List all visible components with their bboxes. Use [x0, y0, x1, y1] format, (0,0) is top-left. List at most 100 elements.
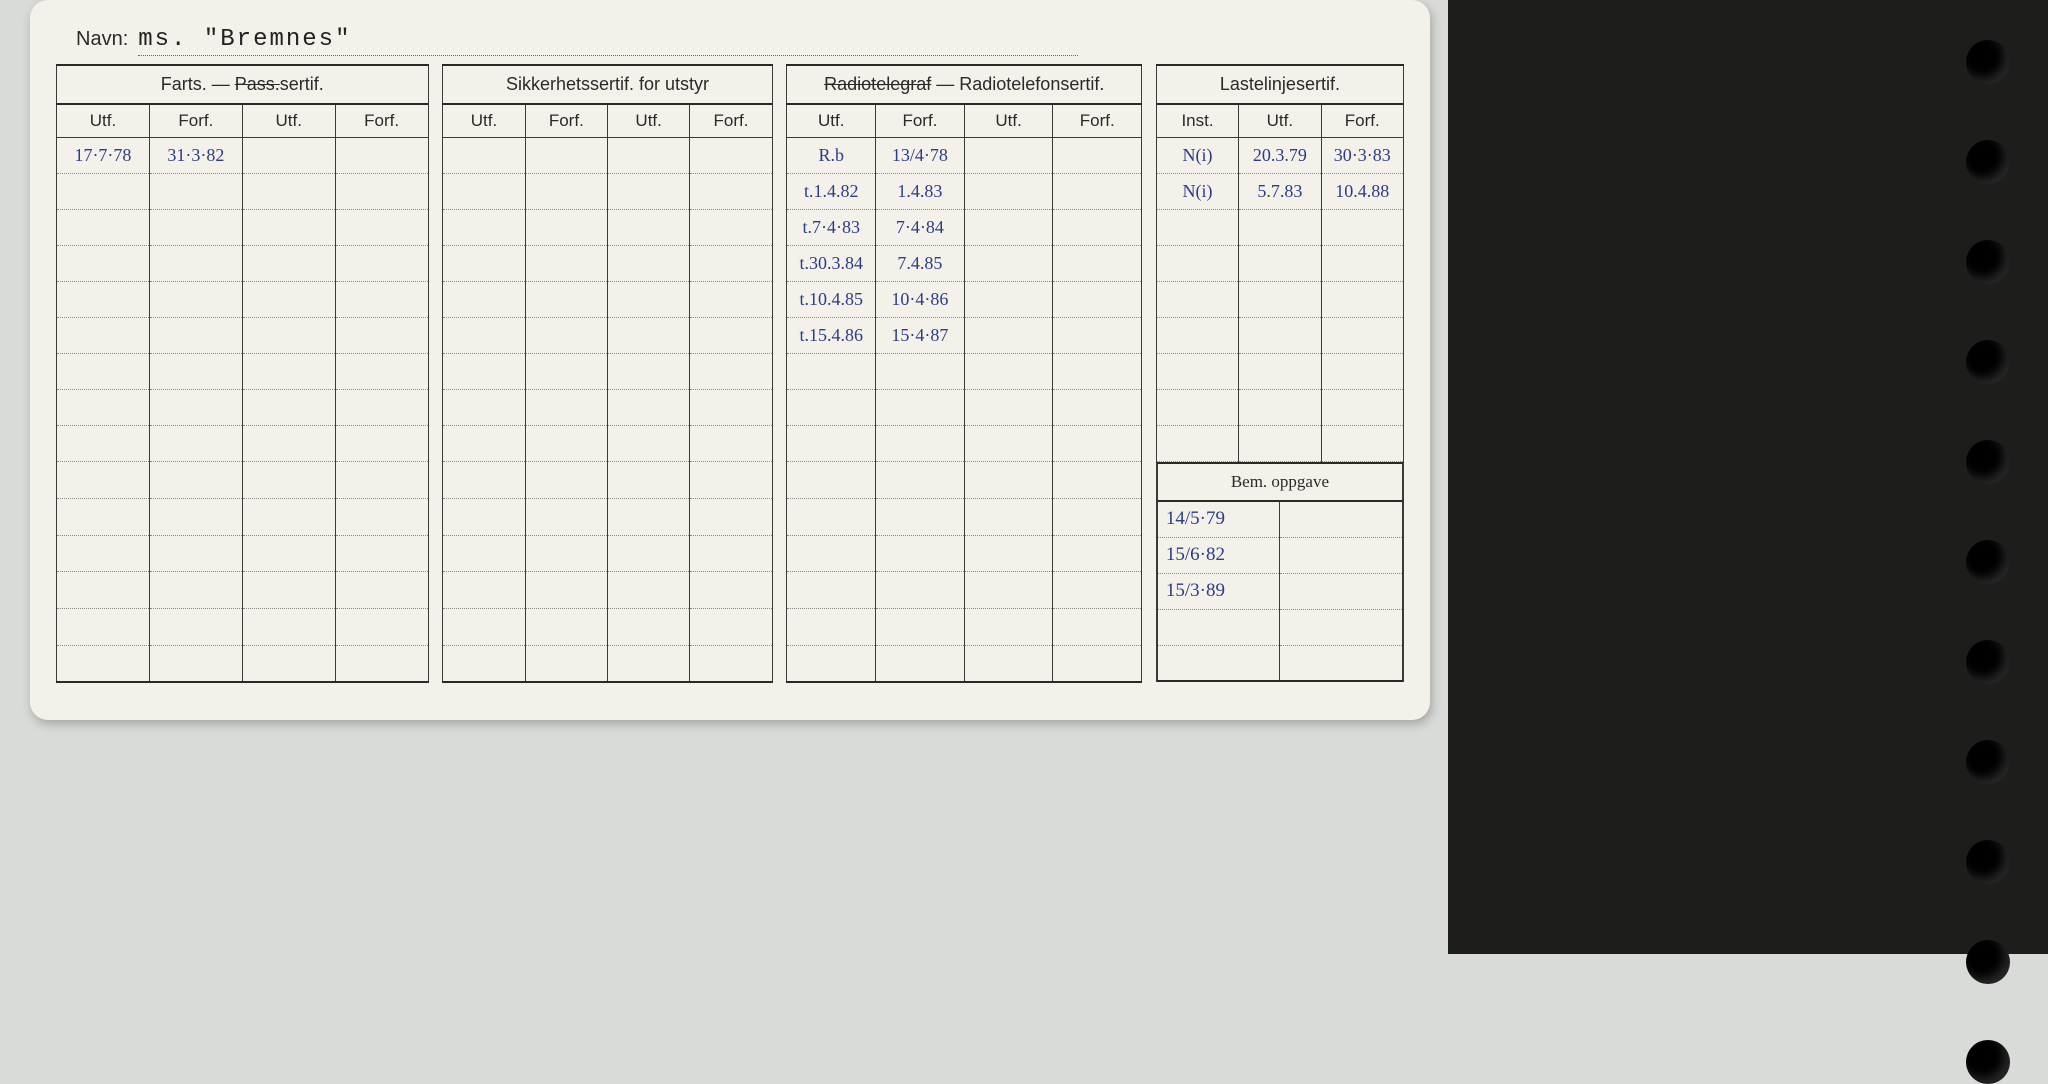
binder-hole [1966, 640, 2010, 684]
bem-row: 15/6·82 [1157, 537, 1402, 573]
gap [772, 174, 787, 210]
cell [1321, 210, 1403, 246]
gap [1142, 462, 1157, 499]
cell [525, 174, 607, 210]
cell [57, 210, 150, 246]
gap [428, 609, 443, 646]
table-row [57, 354, 1404, 390]
cell [443, 572, 525, 609]
col-utf: Utf. [787, 104, 876, 138]
cell [1321, 282, 1403, 318]
gap [1142, 174, 1157, 210]
cell [787, 609, 876, 646]
table-row: 17·7·7831·3·82R.b13/4·78N(i)20.3.7930·3·… [57, 138, 1404, 174]
col-forf: Forf. [335, 104, 428, 138]
cell [525, 390, 607, 426]
cell [690, 282, 772, 318]
cell [242, 318, 335, 354]
cell: R.b [787, 138, 876, 174]
cell [787, 462, 876, 499]
table-row [57, 426, 1404, 462]
cell [1321, 426, 1403, 462]
gap [1142, 426, 1157, 462]
cell [690, 246, 772, 282]
gap [428, 498, 443, 535]
cell [149, 246, 242, 282]
cell [1321, 390, 1403, 426]
col-forf: Forf. [525, 104, 607, 138]
group-farts: Farts. — Pass.sertif. [57, 65, 429, 104]
cell [964, 572, 1053, 609]
binder-hole [1966, 1040, 2010, 1084]
gap [1142, 609, 1157, 646]
cell [57, 174, 150, 210]
cell: t.15.4.86 [787, 318, 876, 354]
name-label: Navn: [76, 28, 128, 51]
cell [876, 572, 965, 609]
cell [1053, 282, 1142, 318]
bem-cell [1280, 501, 1403, 537]
gap [428, 246, 443, 282]
cell [607, 426, 689, 462]
bem-cell: 15/3·89 [1157, 573, 1280, 609]
cell [1053, 535, 1142, 572]
cell [607, 609, 689, 646]
cell: 1.4.83 [876, 174, 965, 210]
cell [607, 354, 689, 390]
col-utf: Utf. [443, 104, 525, 138]
cell [964, 426, 1053, 462]
cell [335, 282, 428, 318]
cell [690, 535, 772, 572]
cell: t.7·4·83 [787, 210, 876, 246]
cell [1239, 426, 1321, 462]
cell [57, 318, 150, 354]
cell: 13/4·78 [876, 138, 965, 174]
cell [1053, 174, 1142, 210]
cell [787, 498, 876, 535]
cell [149, 609, 242, 646]
cell [876, 535, 965, 572]
certificates-table: Farts. — Pass.sertif. Sikkerhetssertif. … [56, 64, 1404, 683]
gap [428, 210, 443, 246]
gap [428, 174, 443, 210]
gap [1142, 210, 1157, 246]
bem-cell: 14/5·79 [1157, 501, 1280, 537]
cell [335, 354, 428, 390]
gap [428, 318, 443, 354]
group-radio: Radiotelegraf — Radiotelefonsertif. [787, 65, 1142, 104]
cell [525, 645, 607, 682]
cell [876, 498, 965, 535]
cell [335, 174, 428, 210]
cell [876, 426, 965, 462]
cell [690, 645, 772, 682]
cell [1239, 246, 1321, 282]
cell [876, 609, 965, 646]
cell [607, 390, 689, 426]
col-forf: Forf. [690, 104, 772, 138]
cell [242, 426, 335, 462]
gap [772, 609, 787, 646]
cell [690, 572, 772, 609]
gap [428, 535, 443, 572]
gap [772, 462, 787, 499]
cell [443, 282, 525, 318]
table-row: t.15.4.8615·4·87 [57, 318, 1404, 354]
cell [443, 609, 525, 646]
cell [1053, 318, 1142, 354]
table-row: t.7·4·837·4·84 [57, 210, 1404, 246]
cell [690, 318, 772, 354]
cell [242, 572, 335, 609]
bem-cell [1157, 645, 1280, 681]
col-forf: Forf. [149, 104, 242, 138]
col-inst: Inst. [1156, 104, 1238, 138]
cell [242, 535, 335, 572]
cell [690, 498, 772, 535]
cell [525, 210, 607, 246]
gap [772, 318, 787, 354]
cell [607, 462, 689, 499]
cell [964, 535, 1053, 572]
cell [525, 572, 607, 609]
cell [1239, 318, 1321, 354]
gap [1142, 138, 1157, 174]
gap [772, 426, 787, 462]
